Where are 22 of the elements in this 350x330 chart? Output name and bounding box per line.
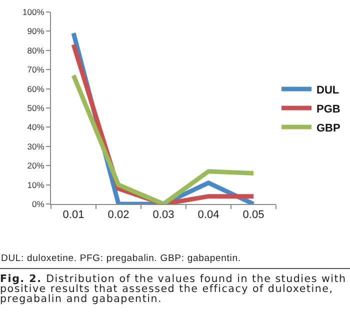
y-tick-label: 30% [27,141,45,152]
text: DUL: duloxetine. PFG: pregabalin. GBP: gabapentin. [0,253,242,264]
legend-label: DUL [316,84,340,96]
x-tick-label: 0.01 [62,209,84,222]
line-series [71,73,256,204]
y-tick-label: 0% [32,198,45,209]
y-tick-label: 60% [27,84,45,94]
legend-label: PGB [316,103,340,116]
x-tick-label: 0.04 [198,209,220,222]
y-tick-label: 10% [27,180,45,190]
y-tick-label: 40% [27,122,45,132]
x-tick-label: 0.05 [242,209,264,222]
y-tick-label: 70% [27,64,45,75]
y-tick-label: 80% [27,45,45,56]
caption: Fig. 2. Distribution of the values found in the studies with positive results that assessed the efficacy of duloxetine, pregabalin and gabapentin. [0,273,348,305]
x-tick-label: 0.02 [108,209,130,222]
y-tick-label: 20% [27,160,45,171]
x-tick-label: 0.03 [152,209,174,222]
y-tick-label: 90% [27,26,45,36]
legend-label: GBP [316,122,340,134]
y-tick-label: 50% [27,102,45,113]
y-tick-label: 100% [22,6,45,17]
